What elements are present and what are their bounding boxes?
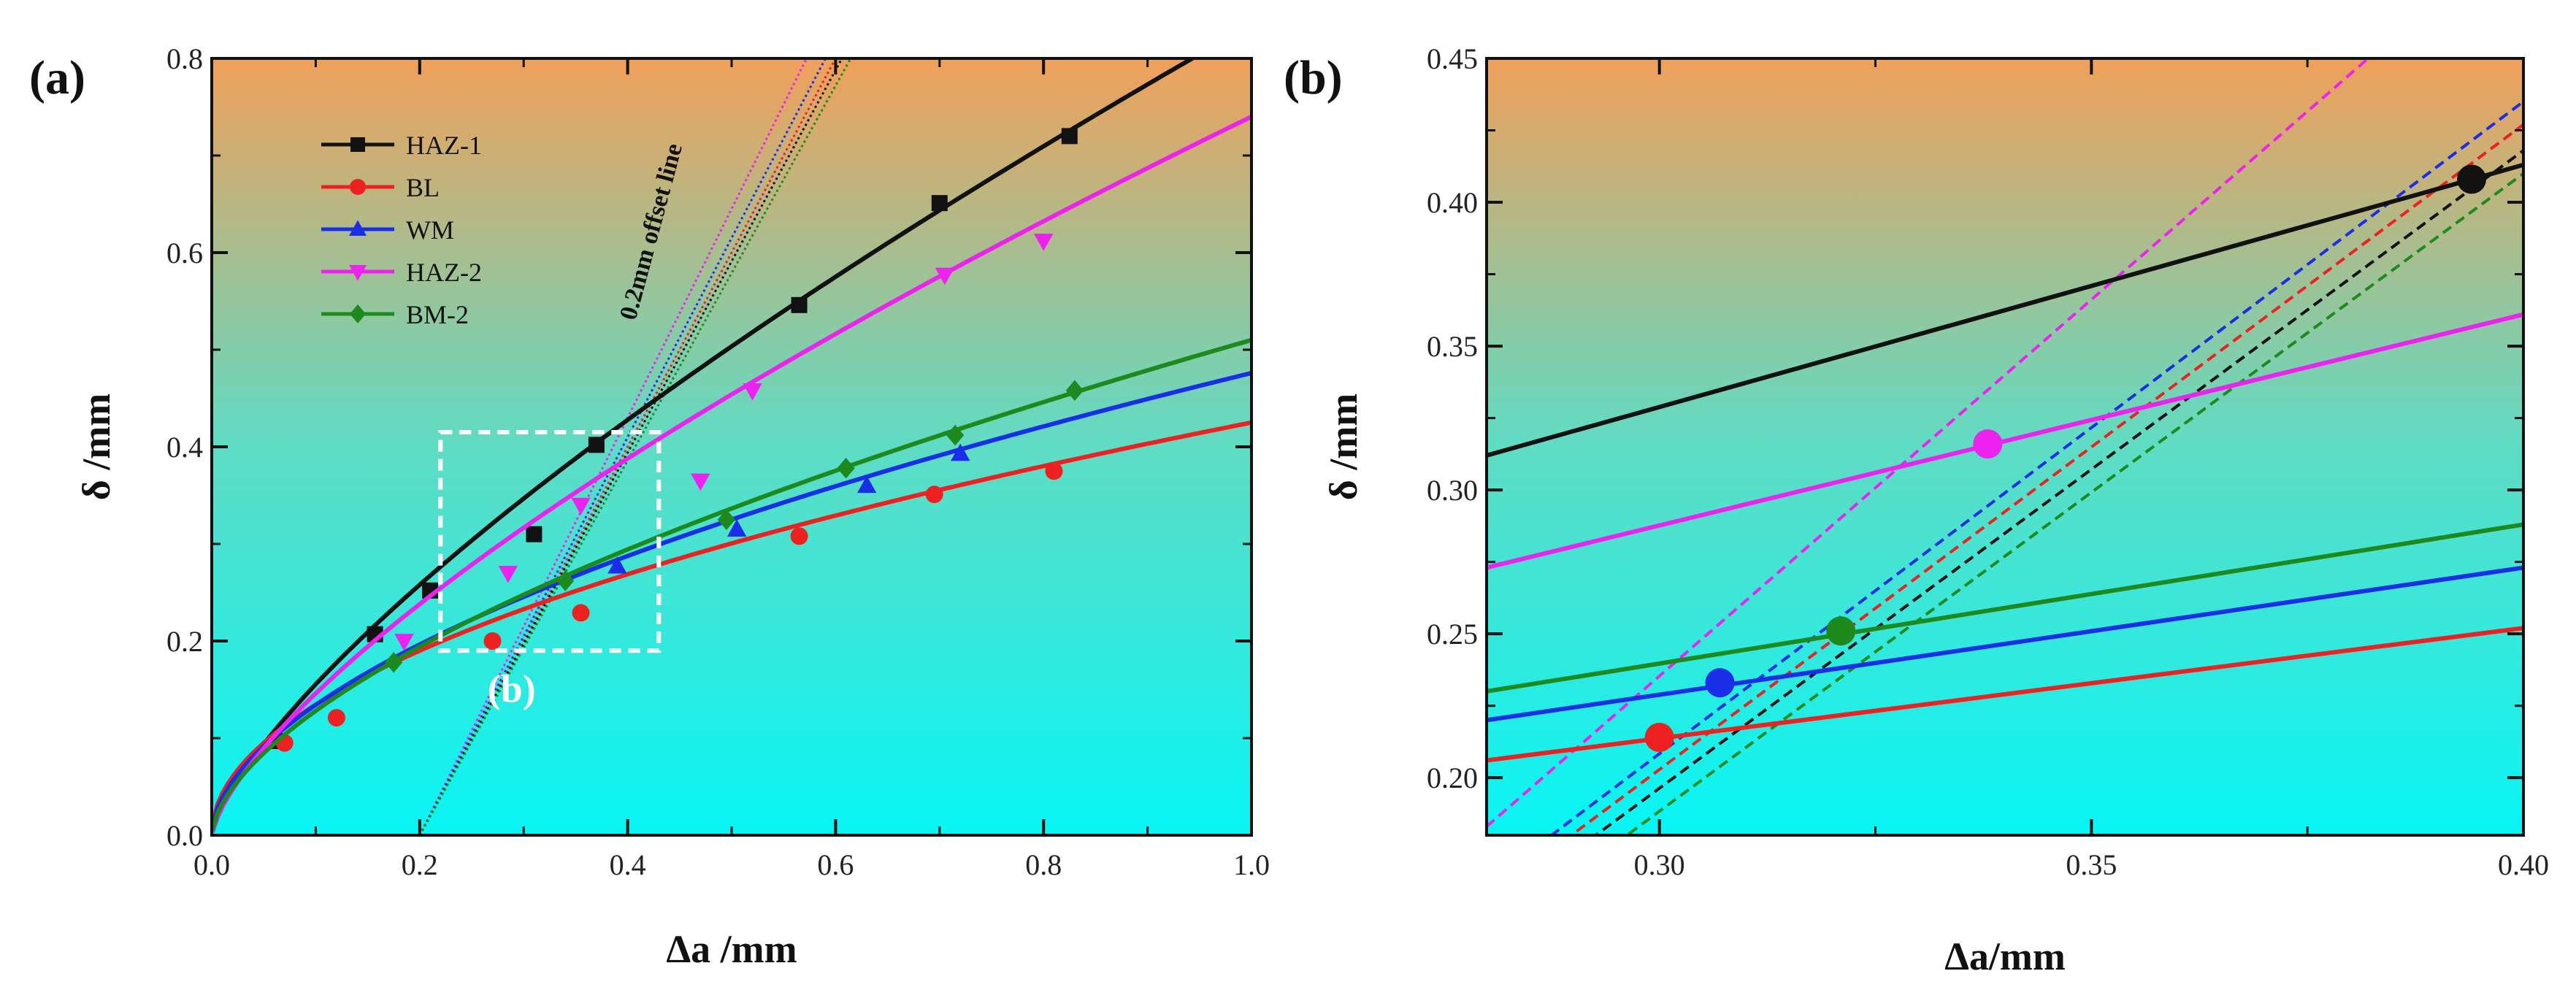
- panel-a: (b)0.2mm offset line 0.00.20.40.60.80.0 0…: [29, 42, 1270, 971]
- data-point-wm: [856, 475, 877, 494]
- intersection-point-haz-2: [1973, 429, 2003, 459]
- intersection-point-bl: [1644, 723, 1674, 753]
- panel-b-ytick-label: 0.25: [1427, 618, 1478, 651]
- legend-marker-wm: [349, 220, 367, 236]
- panel-b-xtick-label: 0.30: [1634, 848, 1685, 881]
- data-point-bm-2: [717, 509, 735, 531]
- panel-a-xtick-label: 0.2: [402, 848, 438, 881]
- legend-marker-haz-1: [350, 137, 365, 152]
- data-point-bm-2: [556, 570, 575, 591]
- legend-label-haz-1: HAZ-1: [406, 131, 482, 160]
- panel-a-xlabel: Δa /mm: [666, 927, 797, 971]
- fit-line-haz-2: [1487, 312, 2523, 570]
- legend-marker-bm-2: [350, 304, 366, 323]
- data-point-bl: [790, 527, 808, 545]
- legend-label-bl: BL: [406, 173, 440, 202]
- data-point-haz-2: [743, 383, 762, 401]
- legend-label-bm-2: BM-2: [406, 300, 469, 329]
- panel-a-xtick-label: 0.4: [610, 848, 646, 881]
- panel-a-ytick-label: 0.0: [166, 819, 203, 852]
- offset-line: [1593, 149, 2523, 835]
- intersection-point-haz-1: [2457, 164, 2486, 194]
- panel-a-ytick-label: 0.4: [166, 431, 203, 464]
- data-point-bm-2: [837, 457, 855, 479]
- data-point-bl: [925, 486, 943, 504]
- data-point-bl: [483, 632, 502, 650]
- data-point-haz-2: [571, 497, 591, 515]
- panel-b-ytick-label: 0.20: [1427, 761, 1478, 794]
- intersection-point-bm-2: [1826, 616, 1856, 646]
- data-point-bl: [1045, 462, 1063, 480]
- data-point-haz-1: [1061, 128, 1078, 145]
- data-point-haz-1: [588, 437, 605, 453]
- offset-line: [418, 58, 837, 835]
- data-point-wm: [727, 519, 747, 537]
- offset-line: [1624, 172, 2523, 835]
- panel-b-ytick-label: 0.40: [1427, 186, 1478, 219]
- offset-line: [1568, 123, 2523, 835]
- offset-line: [418, 58, 843, 835]
- legend-label-wm: WM: [406, 215, 454, 245]
- panel-a-xtick-label: 0.8: [1025, 848, 1062, 881]
- plot-b-background: [1487, 58, 2523, 835]
- panel-a-ytick-label: 0.2: [166, 625, 203, 658]
- fit-line-haz-1: [1487, 162, 2523, 458]
- data-point-haz-1: [931, 195, 948, 212]
- zoom-box: [438, 430, 662, 653]
- data-point-bl: [327, 709, 345, 727]
- data-point-bm-2: [1065, 380, 1084, 402]
- legend-label-haz-2: HAZ-2: [406, 258, 482, 287]
- data-point-haz-2: [394, 634, 414, 651]
- data-point-haz-2: [935, 267, 955, 285]
- panel-b-ylabel: δ /mm: [1322, 394, 1365, 501]
- panel-b: 0.20 0.25 0.30 0.35 0.40 0.45 0.30 0.35 0.40 (b)…: [1284, 42, 2549, 978]
- fit-curve-haz-2: [212, 115, 1251, 833]
- data-point-bm-2: [385, 651, 403, 673]
- data-point-haz-1: [791, 296, 808, 313]
- panel-a-xtick-label: 0.6: [817, 848, 854, 881]
- panel-a-ytick-label: 0.8: [166, 42, 203, 75]
- panel-b-xtick-label: 0.40: [2498, 848, 2549, 881]
- legend-marker-bl: [350, 179, 366, 195]
- panel-a-tag: (a): [29, 51, 85, 104]
- offset-line: [1549, 100, 2523, 835]
- intersection-point-wm: [1705, 668, 1735, 698]
- panel-b-ytick-label: 0.30: [1427, 474, 1478, 507]
- panel-b-ytick-label: 0.35: [1427, 330, 1478, 363]
- data-point-wm: [607, 556, 627, 574]
- panel-a-ytick-label: 0.6: [166, 237, 203, 269]
- fit-curve-haz-1: [212, 58, 1197, 833]
- fit-line-bm-2: [1487, 522, 2523, 694]
- data-point-haz-2: [498, 566, 518, 583]
- panel-a-xtick-label: 0.0: [193, 848, 230, 881]
- data-point-bl: [572, 604, 590, 622]
- plot-b-frame: [1485, 57, 2525, 837]
- panel-b-xlabel: Δa/mm: [1944, 935, 2066, 978]
- panel-b-xtick-label: 0.35: [2066, 848, 2117, 881]
- legend: HAZ-1 BL WM HAZ-2 BM-2: [321, 131, 482, 329]
- plot-a-background: [212, 58, 1251, 835]
- legend-marker-haz-2: [349, 265, 367, 281]
- offset-line: [418, 58, 808, 835]
- offset-line: [1487, 58, 2371, 828]
- zoom-box-label: (b): [488, 667, 536, 710]
- data-point-haz-2: [691, 473, 710, 491]
- panel-a-ylabel: δ /mm: [74, 394, 118, 501]
- panel-a-xtick-label: 1.0: [1233, 848, 1270, 881]
- data-point-bm-2: [946, 424, 965, 446]
- fit-line-wm: [1487, 565, 2523, 723]
- data-point-haz-1: [526, 526, 543, 542]
- data-point-haz-2: [1034, 234, 1054, 251]
- data-point-wm: [951, 443, 970, 461]
- panel-b-tag: (b): [1284, 51, 1343, 104]
- panel-b-ytick-label: 0.45: [1427, 42, 1478, 75]
